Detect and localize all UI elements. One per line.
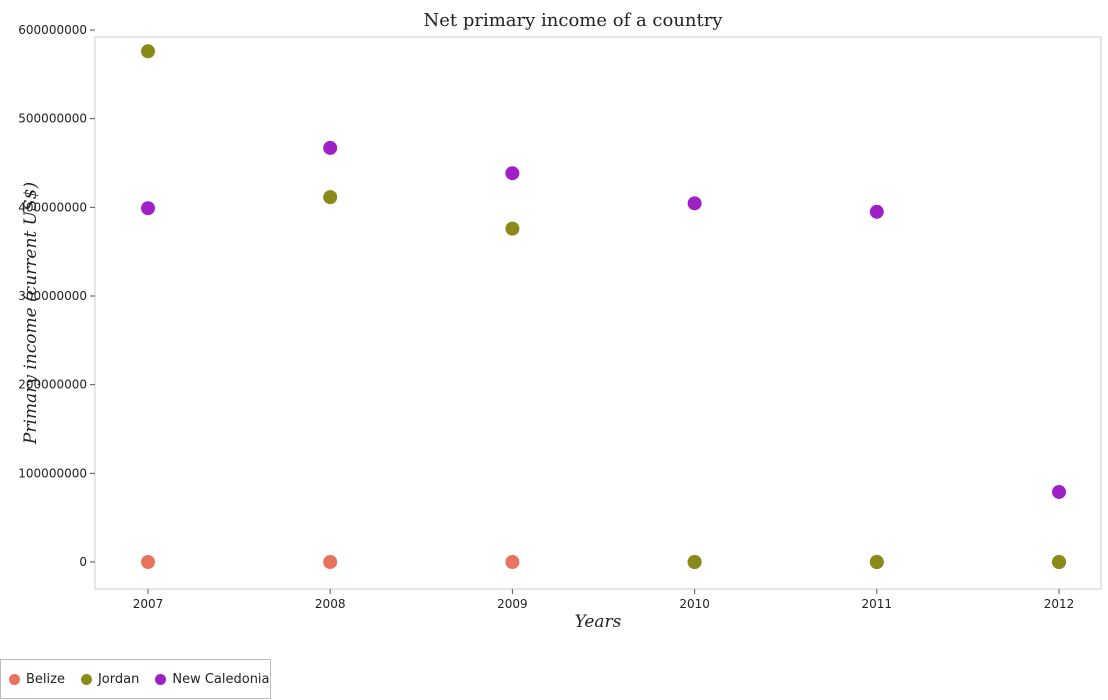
data-points bbox=[141, 44, 1066, 569]
legend-label-belize: Belize bbox=[26, 671, 65, 687]
point-jordan bbox=[869, 555, 884, 569]
point-new-caledonia bbox=[869, 204, 884, 219]
legend: Belize Jordan New Caledonia bbox=[0, 659, 271, 699]
x-tick-label: 2008 bbox=[315, 597, 346, 611]
x-axis: 2007 2008 2009 2010 2011 2012 bbox=[133, 589, 1075, 611]
x-tick-label: 2009 bbox=[497, 597, 528, 611]
x-tick-label: 2012 bbox=[1044, 597, 1075, 611]
legend-item-jordan: Jordan bbox=[80, 671, 140, 687]
legend-item-new-caledonia: New Caledonia bbox=[155, 671, 270, 687]
legend-item-belize: Belize bbox=[9, 672, 65, 687]
point-jordan bbox=[141, 44, 155, 59]
legend-marker-jordan bbox=[80, 673, 92, 685]
point-belize bbox=[141, 555, 155, 569]
point-new-caledonia bbox=[505, 166, 520, 181]
plot-area bbox=[94, 36, 1102, 590]
point-jordan bbox=[1052, 555, 1066, 569]
y-axis: 0 100000000 200000000 300000000 400000000 500… bbox=[18, 23, 95, 569]
legend-label-new-caledonia: New Caledonia bbox=[172, 671, 270, 687]
point-belize bbox=[505, 555, 520, 569]
x-tick-label: 2010 bbox=[679, 597, 710, 611]
y-tick-label: 0 bbox=[79, 555, 87, 569]
x-tick-label: 2007 bbox=[133, 597, 164, 611]
x-axis-label: Years bbox=[575, 612, 622, 632]
y-tick-label: 600000000 bbox=[18, 23, 87, 37]
legend-label-jordan: Jordan bbox=[97, 671, 140, 687]
point-jordan bbox=[687, 555, 702, 569]
point-jordan bbox=[505, 221, 520, 236]
point-belize bbox=[323, 555, 338, 569]
y-tick-label: 200000000 bbox=[18, 378, 87, 392]
y-axis-label: Primary income (current US$) bbox=[21, 182, 41, 445]
legend-marker-belize bbox=[9, 673, 20, 685]
point-new-caledonia bbox=[323, 140, 338, 155]
chart-title: Net primary income of a country bbox=[423, 10, 723, 31]
point-new-caledonia bbox=[687, 196, 702, 211]
y-tick-label: 300000000 bbox=[18, 289, 87, 303]
y-tick-label: 100000000 bbox=[18, 466, 87, 480]
y-tick-label: 500000000 bbox=[18, 112, 87, 126]
x-tick-label: 2011 bbox=[862, 597, 893, 611]
point-new-caledonia bbox=[1052, 484, 1066, 499]
legend-marker-new-caledonia bbox=[155, 673, 167, 685]
y-tick-label: 400000000 bbox=[18, 200, 87, 214]
point-jordan bbox=[323, 190, 338, 205]
point-new-caledonia bbox=[141, 201, 155, 216]
